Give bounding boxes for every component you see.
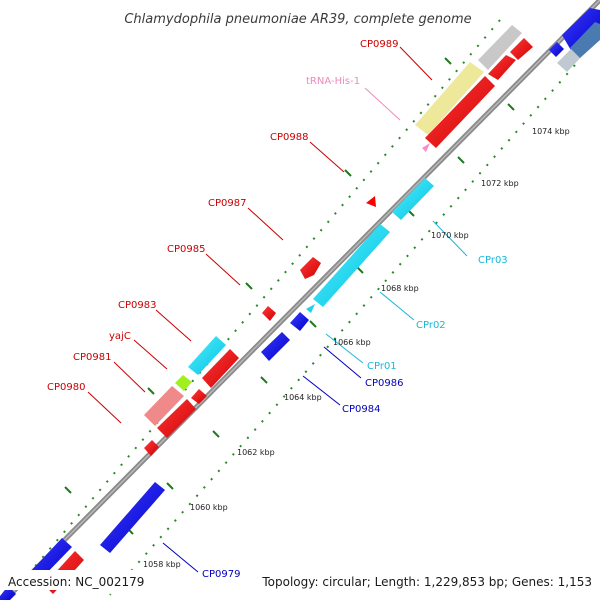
footer-left-bg [4, 570, 149, 590]
tick-mark [64, 486, 72, 494]
footer: Accession: NC_002179 Topology: circular;… [4, 570, 598, 590]
gene-label[interactable]: CP0981 [73, 352, 111, 363]
gene-arrow-reverse [261, 332, 290, 361]
tick-mark [457, 156, 465, 164]
gene-label[interactable]: yajC [109, 331, 131, 342]
gene-label[interactable]: CP0986 [365, 378, 403, 389]
gene-arrow-reverse [290, 312, 309, 331]
gene-label[interactable]: CP0979 [202, 569, 240, 580]
accession-text: Accession: NC_002179 [8, 575, 144, 589]
tick-mark [166, 482, 174, 490]
gene-arrow-forward [157, 399, 196, 438]
gene-arrow-steelblue [570, 22, 600, 58]
tick-label: 1062 kbp [237, 448, 275, 457]
gene-arrow-green [175, 375, 192, 391]
trna-marker [422, 143, 430, 152]
tick-labels: 1058 kbp 1060 kbp 1062 kbp 1064 kbp 1066… [143, 127, 570, 569]
promoter-label[interactable]: CPr03 [478, 255, 508, 266]
leader-cp0989 [399, 46, 433, 81]
tick-label: 1070 kbp [431, 231, 469, 240]
gene-label[interactable]: CP0989 [360, 39, 398, 50]
gene-arrow-forward [510, 38, 533, 60]
tick-mark [444, 57, 452, 65]
tick-mark [344, 169, 352, 177]
leader-cp0987 [247, 207, 284, 241]
tick-mark [356, 266, 364, 274]
leader-cpr01 [325, 333, 364, 364]
promoter-label[interactable]: CPr02 [416, 320, 446, 331]
tick-label: 1064 kbp [284, 393, 322, 402]
promoter-arrow [392, 178, 434, 220]
trna-label[interactable]: tRNA-His-1 [306, 76, 360, 87]
tick-label: 1072 kbp [481, 179, 519, 188]
tick-label: 1068 kbp [381, 284, 419, 293]
leader-cp0984 [302, 375, 341, 406]
backbone [3, 0, 600, 600]
leader-yajc [133, 339, 168, 370]
leader-cp0988 [309, 141, 345, 173]
leader-cp0983 [155, 309, 192, 342]
tick-mark [245, 282, 253, 290]
backbone-highlight [4, 0, 600, 600]
ruler-dotted-lower [109, 64, 576, 596]
tick-mark [212, 430, 220, 438]
promoter-arrow [313, 224, 390, 307]
gene-arrow-reverse [0, 586, 16, 600]
promoter-arrow [306, 304, 315, 313]
summary-text: Topology: circular; Length: 1,229,853 bp… [261, 575, 592, 589]
gene-arrow-forward [425, 76, 495, 148]
gene-arrow-forward [202, 349, 239, 388]
leader-cpr03 [432, 220, 468, 257]
tick-mark [147, 387, 155, 395]
tick-label: 1066 kbp [333, 338, 371, 347]
leader-trna [364, 87, 401, 121]
footer-right-bg [258, 570, 598, 590]
ruler [19, 19, 576, 596]
gene-arrow-forward [488, 55, 516, 80]
tick-label: 1058 kbp [143, 560, 181, 569]
gene-label[interactable]: CP0988 [270, 132, 308, 143]
gene-label[interactable]: CP0984 [342, 404, 380, 415]
gene-label[interactable]: CP0985 [167, 244, 205, 255]
tick-mark [260, 376, 268, 384]
tick-mark [507, 103, 515, 111]
tick-label: 1060 kbp [190, 503, 228, 512]
leader-cp0980 [87, 391, 122, 424]
gene-arrow-forward [366, 196, 376, 207]
leader-cp0985 [205, 253, 241, 286]
gene-arrow-grey [478, 25, 522, 70]
gene-label[interactable]: CP0983 [118, 300, 156, 311]
gene-arrow-forward [262, 306, 276, 321]
label-leaders [87, 46, 468, 573]
gene-arrow-forward [144, 440, 159, 456]
gene-arrow-forward [300, 257, 321, 279]
gene-label[interactable]: CP0987 [208, 198, 246, 209]
promoter-label[interactable]: CPr01 [367, 361, 397, 372]
leader-cpr02 [379, 291, 415, 321]
gene-arrow-cyan [188, 336, 226, 375]
feature-labels: CP0989 tRNA-His-1 CP0988 CP0987 CP0985 C… [47, 39, 508, 580]
map-title: Chlamydophila pneumoniae AR39, complete … [124, 12, 471, 27]
gene-arrow-pale-yellow [415, 62, 484, 135]
gene-arrow-reverse [100, 482, 165, 553]
ruler-dotted-upper [19, 19, 501, 585]
tick-mark [309, 320, 317, 328]
leader-cp0986 [323, 346, 362, 379]
gene-arrow-reverse [549, 42, 564, 57]
gene-arrow-reverse [30, 538, 72, 580]
leader-cp0979 [162, 542, 199, 573]
tick-marks [64, 57, 515, 535]
genes [0, 8, 600, 600]
gene-label[interactable]: CP0980 [47, 382, 85, 393]
tick-label: 1074 kbp [532, 127, 570, 136]
gene-arrow-reverse [562, 8, 600, 52]
gene-arrow-salmon [144, 386, 184, 426]
gene-arrow-forward [191, 389, 207, 404]
leader-cp0981 [113, 361, 146, 393]
